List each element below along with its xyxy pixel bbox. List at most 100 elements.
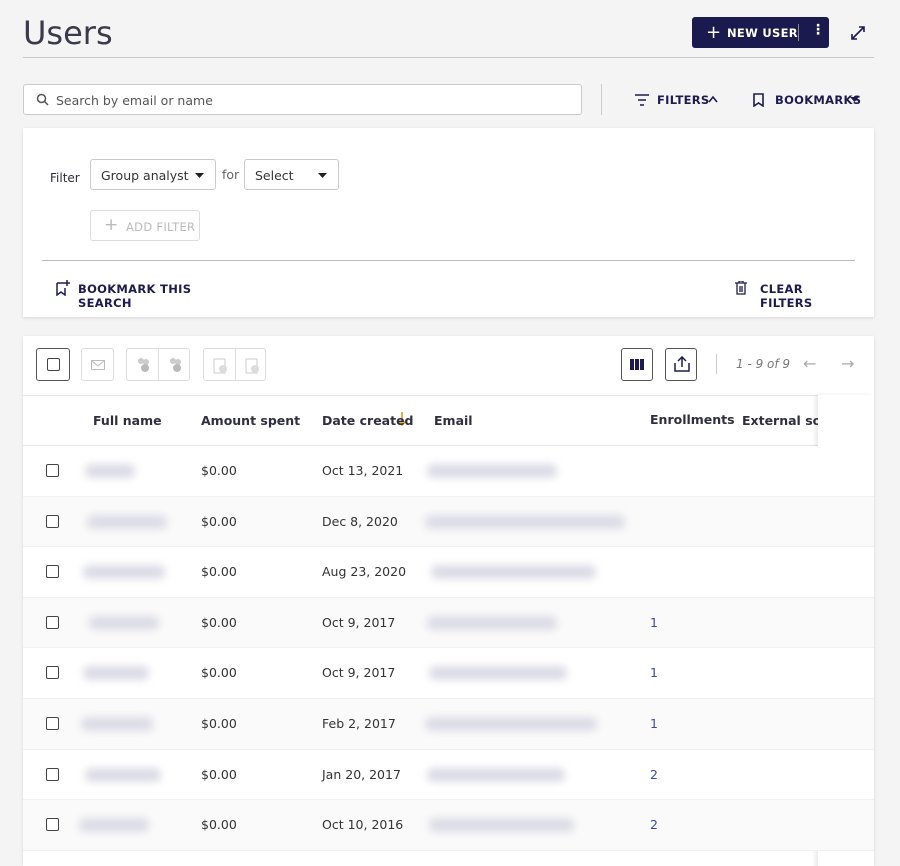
row-checkbox[interactable] <box>46 666 59 680</box>
separator <box>158 349 159 380</box>
group-actions[interactable] <box>126 348 190 381</box>
amount-spent: $0.00 <box>201 564 237 580</box>
blurred-email <box>431 565 596 580</box>
expand-icon[interactable] <box>850 25 866 41</box>
group-icons <box>138 358 181 372</box>
amount-spent: $0.00 <box>201 817 237 833</box>
prev-page[interactable]: ← <box>803 354 817 373</box>
date-created: Feb 2, 2017 <box>322 716 396 731</box>
date-created: Oct 10, 2016 <box>322 817 404 833</box>
column-header: Email <box>434 413 473 428</box>
bookmark-icon <box>753 93 764 107</box>
blurred-email <box>425 514 625 529</box>
clipboard-actions[interactable] <box>203 348 266 381</box>
date-created: Oct 9, 2017 <box>322 665 396 681</box>
next-page[interactable]: → <box>841 354 855 373</box>
amount-spent: $0.00 <box>201 463 237 478</box>
mail-icon <box>91 360 105 370</box>
amount-spent: $0.00 <box>201 665 237 681</box>
columns-button[interactable] <box>621 348 653 381</box>
blurred-name <box>81 717 153 731</box>
blurred-email <box>425 717 597 731</box>
row-checkbox[interactable] <box>46 615 59 629</box>
caret-down <box>318 173 327 178</box>
blurred-email <box>427 615 557 630</box>
search-input[interactable]: Search by email or name <box>23 84 582 115</box>
new-user-button[interactable]: + NEW USER ⋮ <box>692 17 829 48</box>
caret-down <box>850 97 859 102</box>
filter-icon <box>635 94 649 106</box>
filters-button[interactable]: FILTERS <box>635 92 720 108</box>
blurred-name <box>83 565 165 580</box>
row-checkbox[interactable] <box>46 565 59 579</box>
row-checkbox[interactable] <box>46 818 59 832</box>
row-checkbox[interactable] <box>46 767 59 781</box>
value-select[interactable]: Select <box>244 159 339 190</box>
field-value: Group analyst <box>101 168 189 183</box>
blurred-name <box>89 615 159 630</box>
users-table: 1 - 9 of 9 ← → ⋮⋮⋮⋮⋮⋮⋮⋮ Full nameAmount … <box>23 336 874 866</box>
divider <box>23 445 874 446</box>
column-header: Full name <box>93 413 162 428</box>
for-label: for <box>222 167 240 182</box>
amount-spent: $0.00 <box>201 513 237 529</box>
new-user-label: NEW USER <box>727 26 798 40</box>
date-created: Oct 13, 2021 <box>322 463 404 478</box>
email-action[interactable] <box>81 348 114 381</box>
sort-icon[interactable] <box>397 412 407 426</box>
search-placeholder: Search by email or name <box>56 93 213 108</box>
divider <box>23 395 874 396</box>
bookmark-search-button[interactable]: BOOKMARK THIS SEARCH <box>56 280 216 310</box>
enrollments-link[interactable]: 2 <box>650 817 658 833</box>
column-header: Enrollments <box>650 412 735 427</box>
divider <box>23 57 874 58</box>
select-all[interactable] <box>36 348 70 381</box>
enrollments-link[interactable]: 2 <box>650 766 658 782</box>
columns-icon <box>630 359 644 370</box>
caret-down <box>195 173 204 178</box>
value-text: Select <box>255 168 294 183</box>
date-created: Aug 23, 2020 <box>322 564 407 580</box>
date-created: Oct 9, 2017 <box>322 614 396 630</box>
row-checkbox[interactable] <box>46 514 59 528</box>
chevron-up <box>708 95 718 103</box>
clear-filters-label: CLEAR FILTERS <box>760 282 813 310</box>
row-checkbox[interactable] <box>46 717 59 730</box>
clear-filters-button[interactable]: CLEAR FILTERS <box>735 280 855 310</box>
column-header: External source <box>742 413 818 428</box>
filters-label: FILTERS <box>657 93 710 107</box>
enrollments-link[interactable]: 1 <box>650 716 658 731</box>
bookmark-search-label: BOOKMARK THIS SEARCH <box>78 282 192 310</box>
enrollments-link[interactable]: 1 <box>650 614 658 630</box>
blurred-name <box>79 818 149 833</box>
filter-label: Filter <box>50 171 80 185</box>
checkbox <box>47 358 60 371</box>
column-header: Amount spent <box>201 413 301 428</box>
add-filter-label: ADD FILTER <box>126 220 196 234</box>
bookmark-add-icon <box>56 280 70 296</box>
blurred-name <box>85 464 135 478</box>
blurred-email <box>429 818 574 833</box>
separator <box>716 354 717 374</box>
blurred-email <box>427 464 557 478</box>
more-icon[interactable]: ⋮ <box>811 22 825 38</box>
enrollments-link[interactable]: 1 <box>650 665 658 681</box>
column-header: Date created <box>322 413 414 428</box>
plus-icon: + <box>706 22 722 43</box>
separator <box>601 84 602 115</box>
separator <box>798 24 799 41</box>
blurred-email <box>427 767 565 782</box>
add-filter-button[interactable]: + ADD FILTER <box>90 210 200 241</box>
export-icon <box>674 356 690 372</box>
clipboard-icons <box>213 358 259 374</box>
blurred-name <box>83 666 149 681</box>
date-created: Dec 8, 2020 <box>322 513 398 529</box>
amount-spent: $0.00 <box>201 766 237 782</box>
amount-spent: $0.00 <box>201 614 237 630</box>
bookmarks-label: BOOKMARKS <box>775 93 862 107</box>
bookmarks-button[interactable]: BOOKMARKS <box>753 92 863 108</box>
row-checkbox[interactable] <box>46 464 59 477</box>
export-button[interactable] <box>665 348 697 381</box>
field-select[interactable]: Group analyst <box>90 159 216 190</box>
